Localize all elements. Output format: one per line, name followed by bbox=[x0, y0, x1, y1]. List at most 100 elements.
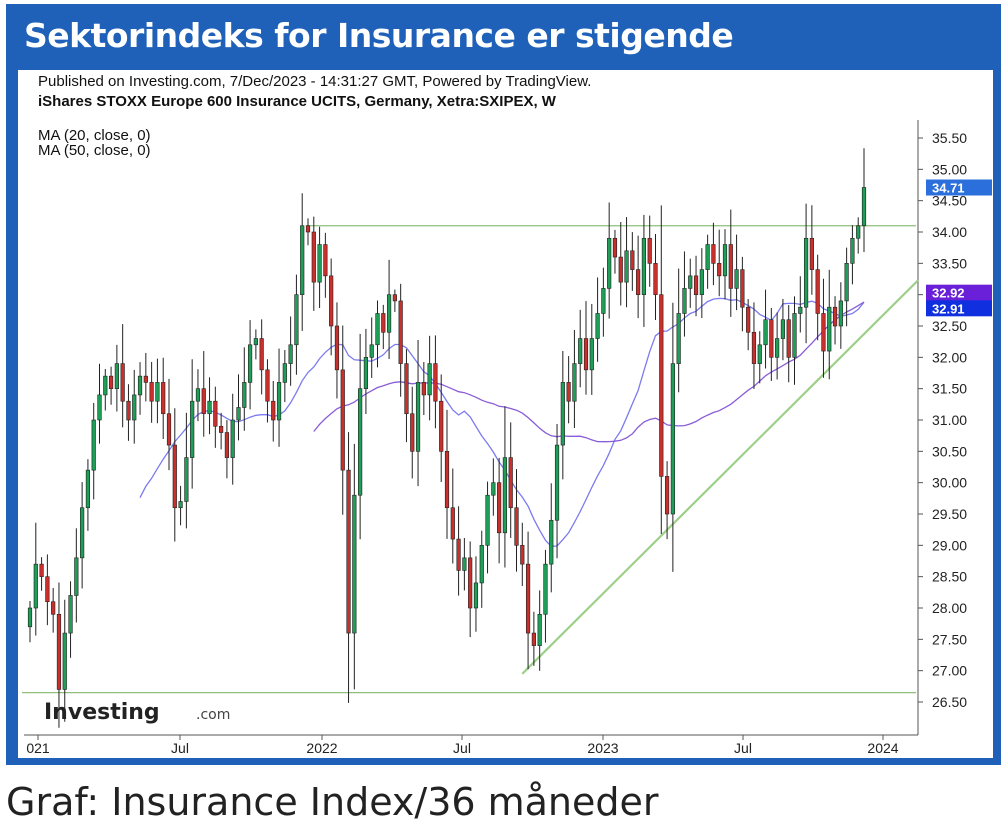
candle-body bbox=[271, 400, 276, 421]
candle-body bbox=[763, 319, 768, 346]
watermark-suffix: .com bbox=[196, 707, 230, 723]
watermark-brand: Investing bbox=[44, 700, 160, 725]
candle-body bbox=[300, 225, 305, 295]
candle-body bbox=[601, 288, 606, 314]
candle-body bbox=[850, 237, 855, 264]
candle-body bbox=[717, 263, 722, 277]
y-tick-label: 34.00 bbox=[932, 224, 967, 240]
x-tick-label: 2024 bbox=[867, 740, 898, 756]
y-tick-label: 32.00 bbox=[932, 349, 967, 365]
candle-body bbox=[439, 400, 444, 452]
candle-body bbox=[80, 507, 85, 559]
candle-body bbox=[624, 250, 629, 283]
candle-body bbox=[375, 313, 380, 346]
x-tick-label: 2023 bbox=[587, 740, 618, 756]
candle-body bbox=[543, 563, 548, 615]
y-tick-label: 27.00 bbox=[932, 663, 967, 679]
candle-body bbox=[647, 237, 652, 264]
y-axis: 35.5035.0034.5034.0033.5033.0032.5032.00… bbox=[917, 120, 967, 735]
candle-body bbox=[33, 563, 38, 609]
y-tick-label: 35.00 bbox=[932, 161, 967, 177]
candle-body bbox=[664, 476, 670, 515]
candle-body bbox=[132, 394, 137, 421]
candle-body bbox=[473, 582, 479, 609]
candle-body bbox=[740, 269, 745, 308]
candle-body bbox=[583, 338, 589, 371]
candle-body bbox=[525, 563, 531, 634]
candle-body bbox=[589, 338, 594, 371]
x-tick-label: Jul bbox=[734, 740, 752, 756]
candle-body bbox=[450, 507, 455, 540]
candle-body bbox=[74, 557, 79, 596]
candle-body bbox=[630, 250, 635, 270]
candle-body bbox=[775, 338, 780, 358]
candle-body bbox=[792, 313, 797, 358]
candle-body bbox=[91, 419, 96, 471]
candle-body bbox=[120, 363, 125, 402]
candle-body bbox=[456, 538, 461, 571]
y-tick-label: 34.50 bbox=[932, 193, 967, 209]
candle-body bbox=[699, 269, 704, 295]
candle-body bbox=[340, 369, 345, 471]
x-axis: 021 Jul 2022 Jul 2023 Jul 2024 bbox=[24, 734, 918, 756]
candle-body bbox=[491, 482, 496, 496]
candle-body bbox=[722, 244, 728, 277]
candle-body bbox=[688, 275, 693, 289]
x-tick-label: Jul bbox=[171, 740, 189, 756]
investing-watermark: Investing .com bbox=[44, 700, 230, 725]
candle-body bbox=[103, 375, 108, 396]
candle-body bbox=[247, 344, 253, 383]
candle-body bbox=[479, 545, 484, 584]
candle-body bbox=[786, 319, 791, 358]
candle-body bbox=[346, 469, 351, 634]
candle-body bbox=[676, 313, 681, 364]
candle-body bbox=[305, 225, 311, 233]
y-tick-label: 30.50 bbox=[932, 443, 967, 459]
candle-body bbox=[230, 419, 235, 458]
candle-body bbox=[392, 294, 397, 302]
candle-body bbox=[114, 363, 119, 389]
candle-body bbox=[294, 294, 299, 346]
candle-body bbox=[798, 306, 803, 314]
candle-body bbox=[288, 344, 293, 364]
candle-body bbox=[161, 382, 166, 415]
candle-body bbox=[433, 363, 438, 402]
candle-body bbox=[398, 300, 403, 364]
x-tick-label: Jul bbox=[453, 740, 471, 756]
candle-body bbox=[51, 601, 56, 615]
candle-body bbox=[821, 313, 826, 352]
published-line: Published on Investing.com, 7/Dec/2023 -… bbox=[38, 73, 592, 90]
candle-body bbox=[485, 494, 490, 546]
candle-body bbox=[670, 363, 675, 515]
x-tick-label: 021 bbox=[26, 740, 50, 756]
candle-body bbox=[653, 263, 658, 295]
candle-body bbox=[636, 269, 641, 295]
candle-body bbox=[861, 187, 867, 227]
candle-body bbox=[184, 457, 189, 502]
candle-body bbox=[769, 319, 774, 358]
candle-body bbox=[363, 357, 369, 389]
candle-body bbox=[566, 382, 571, 402]
candle-body bbox=[572, 363, 577, 402]
candle-body bbox=[265, 369, 270, 402]
candle-body bbox=[514, 507, 519, 546]
candle-body bbox=[751, 331, 757, 364]
candle-body bbox=[856, 225, 861, 239]
candle-body bbox=[641, 237, 647, 295]
candle-body bbox=[780, 319, 786, 339]
candle-body bbox=[137, 375, 143, 396]
y-tick-label: 28.50 bbox=[932, 569, 967, 585]
candle-body bbox=[462, 557, 467, 571]
candle-body bbox=[62, 632, 67, 690]
candle-body bbox=[97, 394, 102, 421]
candle-body bbox=[421, 382, 426, 396]
candle-body bbox=[236, 407, 241, 421]
candle-body bbox=[381, 313, 386, 333]
candle-body bbox=[508, 457, 513, 509]
candle-body bbox=[369, 344, 374, 358]
candle-body bbox=[728, 244, 733, 289]
candle-body bbox=[468, 557, 473, 609]
candle-body bbox=[334, 325, 340, 371]
candle-body bbox=[578, 338, 583, 364]
